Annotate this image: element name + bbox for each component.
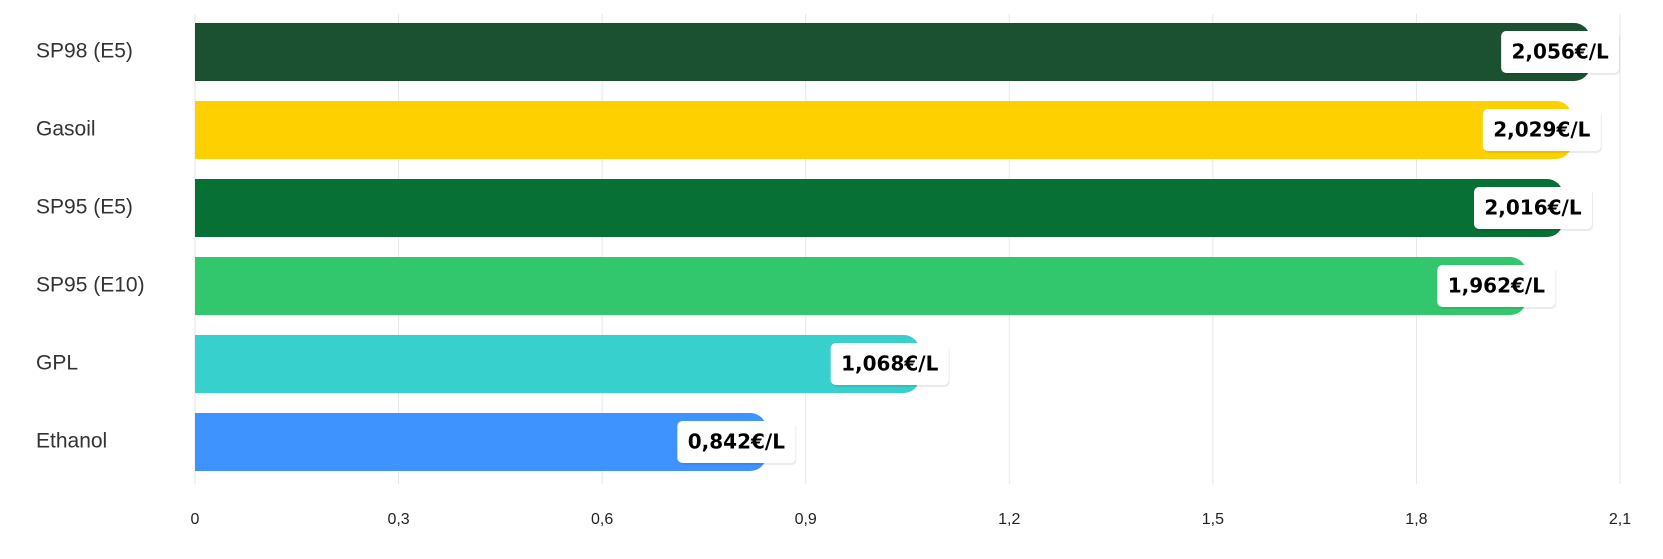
x-tick-label: 0,6 [591,511,613,528]
category-label: Gasoil [36,118,96,141]
value-labels: 2,056€/L 2,029€/L 2,016€/L 1,962€/L 1,068€/L… [677,31,1621,465]
value-label: 1,962€/L [1448,274,1545,298]
category-label: SP95 (E10) [36,274,145,297]
value-label: 0,842€/L [688,430,785,454]
category-label: SP98 (E5) [36,40,133,63]
value-label: 2,016€/L [1484,196,1581,220]
value-label-box [1482,109,1601,151]
bar [195,23,1591,81]
x-tick-label: 1,8 [1405,511,1427,528]
value-label-box [1437,265,1556,307]
category-label: SP95 (E5) [36,196,133,219]
bar [195,335,920,393]
x-tick-label: 1,5 [1202,511,1224,528]
x-axis-tick-labels: 0 0,3 0,6 0,9 1,2 1,5 1,8 2,1 [191,511,1632,528]
value-label: 1,068€/L [841,352,938,376]
x-tick-label: 1,2 [998,511,1020,528]
value-label-box [830,343,949,385]
value-label: 2,056€/L [1512,40,1609,64]
category-labels: SP98 (E5) Gasoil SP95 (E5) SP95 (E10) GPL Eth… [36,40,145,453]
bar [195,179,1563,237]
bar [195,413,767,471]
x-tick-label: 0,3 [387,511,409,528]
value-label-box [677,421,796,463]
value-label-box [1501,31,1620,73]
category-label: Ethanol [36,430,107,453]
x-tick-label: 0 [191,511,200,528]
value-label-box [1474,187,1592,229]
category-label: GPL [36,352,78,375]
x-tick-label: 2,1 [1609,511,1631,528]
gridlines [194,14,1621,484]
value-label: 2,029€/L [1493,118,1590,142]
bar [195,101,1572,159]
bar [195,257,1527,315]
bars [195,23,1591,471]
x-tick-label: 0,9 [795,511,817,528]
